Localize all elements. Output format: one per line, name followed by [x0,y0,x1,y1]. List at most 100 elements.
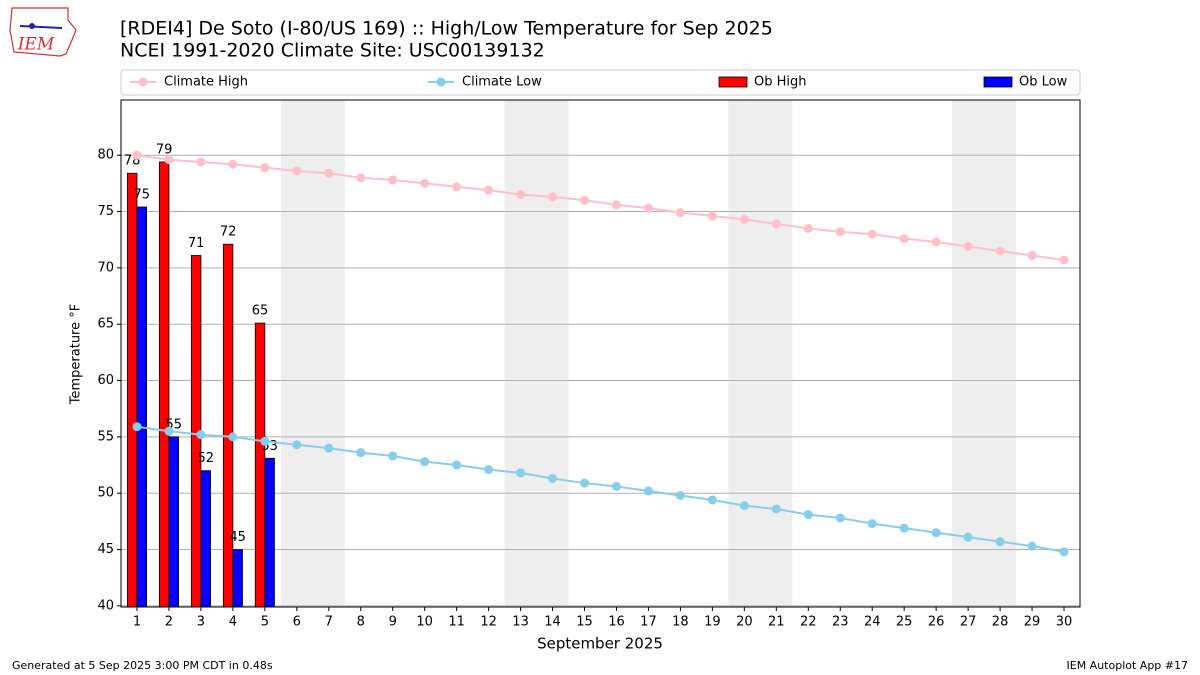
point [452,460,462,470]
bar [158,161,170,608]
weekend-shade [952,100,1017,607]
point [196,430,206,440]
point [420,178,430,188]
x-tick-label: 28 [992,615,1009,630]
data-label: 52 [197,451,214,466]
logo-text: IEM [17,35,55,55]
x-tick-label: 27 [960,615,977,630]
point [675,490,685,500]
point [324,168,334,178]
legend-swatch [983,76,1013,88]
data-label: 71 [188,236,205,251]
point [739,214,749,224]
legend-swatch [718,76,748,88]
chart-subtitle: NCEI 1991-2020 Climate Site: USC00139132 [120,40,545,62]
logo: IEM [9,7,77,57]
x-tick-label: 30 [1056,615,1073,630]
point [580,195,590,205]
point [867,519,877,529]
point [771,219,781,229]
y-tick-label: 55 [97,429,114,444]
legend-label: Climate Low [462,75,542,90]
x-tick-label: 29 [1024,615,1041,630]
point [803,510,813,520]
bar [222,243,234,608]
point [548,474,558,484]
point [1059,547,1069,557]
point [611,481,621,491]
bar [200,470,211,608]
point [164,426,174,436]
point [292,166,302,176]
point [260,163,270,173]
logo-outline [9,7,77,57]
x-tick-label: 7 [325,615,333,630]
point [324,443,334,453]
x-tick-label: 22 [800,615,817,630]
bar [126,172,138,608]
x-tick-label: 19 [704,615,721,630]
x-tick-label: 17 [640,615,657,630]
footer-left: Generated at 5 Sep 2025 3:00 PM CDT in 0… [12,659,273,672]
x-tick-label: 13 [512,615,529,630]
x-tick-label: 18 [672,615,689,630]
point [132,150,142,160]
x-tick-label: 14 [544,615,561,630]
point [995,246,1005,256]
x-tick-label: 24 [864,615,881,630]
weekend-shade [504,100,569,607]
x-tick-label: 21 [768,615,785,630]
x-tick-label: 11 [448,615,465,630]
x-tick-label: 23 [832,615,849,630]
point [484,185,494,195]
y-tick-label: 45 [97,542,114,557]
point [164,155,174,165]
y-tick-label: 75 [97,204,114,219]
point [132,422,142,432]
point [516,468,526,478]
point [963,241,973,251]
line [136,425,1065,553]
x-tick-label: 12 [480,615,497,630]
point [228,432,238,442]
point [835,513,845,523]
x-tick-label: 16 [608,615,625,630]
point [516,190,526,200]
bar [254,322,266,608]
point [643,486,653,496]
point [548,192,558,202]
y-tick-label: 65 [97,317,114,332]
x-tick-label: 5 [261,615,269,630]
bar [168,436,179,608]
data-label: 79 [156,142,173,157]
y-tick-label: 40 [97,598,114,613]
y-tick-label: 70 [97,260,114,275]
logo-line [19,25,63,29]
point [1027,541,1037,551]
point [260,436,270,446]
point [580,478,590,488]
point [228,159,238,169]
point [675,208,685,218]
point [707,495,717,505]
data-label: 72 [220,225,237,240]
point [707,211,717,221]
bar [264,457,275,608]
footer-right: IEM Autoplot App #17 [1067,659,1189,672]
x-tick-label: 2 [165,615,173,630]
point [1059,255,1069,265]
bar [136,206,147,608]
point [388,451,398,461]
x-tick-label: 6 [293,615,301,630]
point [995,537,1005,547]
point [1027,250,1037,260]
chart-title: [RDEI4] De Soto (I-80/US 169) :: High/Lo… [120,18,773,40]
x-axis-label: September 2025 [537,635,663,653]
legend-label: Ob Low [1019,75,1068,90]
point [420,457,430,467]
x-tick-label: 8 [357,615,365,630]
x-tick-label: 20 [736,615,753,630]
point [452,182,462,192]
